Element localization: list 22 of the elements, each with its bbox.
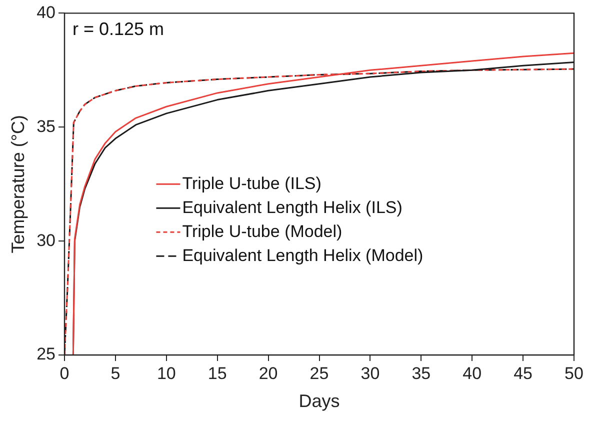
x-tick-label: 30 <box>360 364 380 383</box>
x-tick-label: 35 <box>412 364 431 383</box>
x-tick-label: 25 <box>310 364 329 383</box>
y-tick-label: 30 <box>36 230 56 250</box>
x-tick-label: 20 <box>258 364 278 383</box>
x-tick-label: 15 <box>208 364 227 383</box>
legend-label: Equivalent Length Helix (Model) <box>182 246 424 265</box>
y-tick-label: 40 <box>36 2 56 22</box>
x-axis-title: Days <box>298 391 340 412</box>
x-tick-label: 0 <box>60 364 70 383</box>
legend-label: Triple U-tube (Model) <box>182 222 342 241</box>
y-axis-title: Temperature (°C) <box>8 114 28 254</box>
legend-label: Triple U-tube (ILS) <box>182 174 322 193</box>
annotation: r = 0.125 m <box>72 19 164 40</box>
y-tick-label: 35 <box>36 116 56 136</box>
x-tick-label: 40 <box>462 364 482 383</box>
y-tick-label: 25 <box>36 344 56 364</box>
x-tick-label: 45 <box>514 364 533 383</box>
x-tick-label: 10 <box>156 364 176 383</box>
x-tick-label: 5 <box>110 364 120 383</box>
legend-label: Equivalent Length Helix (ILS) <box>182 198 402 217</box>
x-tick-label: 50 <box>564 364 584 383</box>
